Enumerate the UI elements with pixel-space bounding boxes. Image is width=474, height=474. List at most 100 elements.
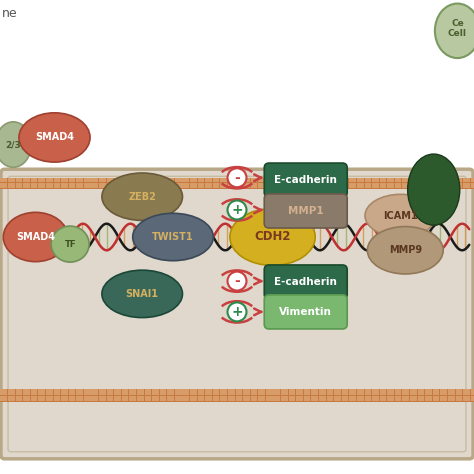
FancyBboxPatch shape <box>243 389 250 395</box>
FancyBboxPatch shape <box>122 389 128 395</box>
FancyBboxPatch shape <box>122 183 128 188</box>
FancyBboxPatch shape <box>289 396 295 401</box>
FancyBboxPatch shape <box>152 178 159 182</box>
FancyBboxPatch shape <box>182 178 189 182</box>
FancyBboxPatch shape <box>281 396 288 401</box>
FancyBboxPatch shape <box>402 183 409 188</box>
FancyBboxPatch shape <box>0 183 7 188</box>
FancyBboxPatch shape <box>16 396 22 401</box>
FancyBboxPatch shape <box>122 178 128 182</box>
Text: -: - <box>234 274 240 288</box>
FancyBboxPatch shape <box>349 396 356 401</box>
Text: +: + <box>231 305 243 319</box>
FancyBboxPatch shape <box>410 396 417 401</box>
FancyBboxPatch shape <box>23 183 30 188</box>
FancyBboxPatch shape <box>84 389 91 395</box>
FancyBboxPatch shape <box>380 389 386 395</box>
FancyBboxPatch shape <box>365 178 371 182</box>
FancyBboxPatch shape <box>463 396 470 401</box>
FancyBboxPatch shape <box>114 178 121 182</box>
FancyBboxPatch shape <box>167 396 174 401</box>
FancyBboxPatch shape <box>456 396 462 401</box>
FancyBboxPatch shape <box>198 183 204 188</box>
FancyBboxPatch shape <box>46 178 53 182</box>
FancyBboxPatch shape <box>410 183 417 188</box>
FancyBboxPatch shape <box>160 178 166 182</box>
FancyBboxPatch shape <box>258 178 265 182</box>
FancyBboxPatch shape <box>281 178 288 182</box>
FancyBboxPatch shape <box>357 178 364 182</box>
FancyBboxPatch shape <box>69 178 75 182</box>
FancyBboxPatch shape <box>349 389 356 395</box>
FancyBboxPatch shape <box>471 396 474 401</box>
FancyBboxPatch shape <box>1 169 473 459</box>
Ellipse shape <box>408 154 460 225</box>
FancyBboxPatch shape <box>264 265 347 299</box>
FancyBboxPatch shape <box>395 396 401 401</box>
FancyBboxPatch shape <box>425 389 432 395</box>
Text: 2/3: 2/3 <box>5 140 21 149</box>
FancyBboxPatch shape <box>273 396 280 401</box>
FancyBboxPatch shape <box>76 183 83 188</box>
FancyBboxPatch shape <box>236 183 242 188</box>
FancyBboxPatch shape <box>145 396 151 401</box>
FancyBboxPatch shape <box>264 194 347 228</box>
FancyBboxPatch shape <box>251 178 257 182</box>
FancyBboxPatch shape <box>31 178 37 182</box>
FancyBboxPatch shape <box>380 178 386 182</box>
FancyBboxPatch shape <box>190 389 197 395</box>
FancyBboxPatch shape <box>107 183 113 188</box>
FancyBboxPatch shape <box>304 183 310 188</box>
FancyBboxPatch shape <box>251 183 257 188</box>
FancyBboxPatch shape <box>327 183 333 188</box>
FancyBboxPatch shape <box>311 389 318 395</box>
Text: SNAI1: SNAI1 <box>126 289 159 299</box>
FancyBboxPatch shape <box>114 396 121 401</box>
FancyBboxPatch shape <box>304 389 310 395</box>
FancyBboxPatch shape <box>387 183 394 188</box>
FancyBboxPatch shape <box>311 396 318 401</box>
FancyBboxPatch shape <box>213 396 219 401</box>
FancyBboxPatch shape <box>76 396 83 401</box>
FancyBboxPatch shape <box>281 183 288 188</box>
FancyBboxPatch shape <box>122 396 128 401</box>
FancyBboxPatch shape <box>114 183 121 188</box>
FancyBboxPatch shape <box>264 295 347 329</box>
FancyBboxPatch shape <box>281 389 288 395</box>
Ellipse shape <box>0 122 31 167</box>
FancyBboxPatch shape <box>129 178 136 182</box>
FancyBboxPatch shape <box>46 389 53 395</box>
Text: MMP1: MMP1 <box>288 206 324 216</box>
FancyBboxPatch shape <box>38 178 45 182</box>
FancyBboxPatch shape <box>418 183 424 188</box>
FancyBboxPatch shape <box>107 389 113 395</box>
FancyBboxPatch shape <box>213 183 219 188</box>
FancyBboxPatch shape <box>266 178 273 182</box>
FancyBboxPatch shape <box>342 178 348 182</box>
FancyBboxPatch shape <box>334 178 341 182</box>
FancyBboxPatch shape <box>175 178 182 182</box>
FancyBboxPatch shape <box>69 396 75 401</box>
FancyBboxPatch shape <box>38 389 45 395</box>
FancyBboxPatch shape <box>440 396 447 401</box>
FancyBboxPatch shape <box>16 178 22 182</box>
FancyBboxPatch shape <box>152 389 159 395</box>
FancyBboxPatch shape <box>137 396 144 401</box>
FancyBboxPatch shape <box>137 183 144 188</box>
FancyBboxPatch shape <box>357 183 364 188</box>
FancyBboxPatch shape <box>463 178 470 182</box>
FancyBboxPatch shape <box>205 396 212 401</box>
FancyBboxPatch shape <box>160 389 166 395</box>
FancyBboxPatch shape <box>31 396 37 401</box>
FancyBboxPatch shape <box>456 178 462 182</box>
FancyBboxPatch shape <box>319 389 326 395</box>
FancyBboxPatch shape <box>410 178 417 182</box>
FancyBboxPatch shape <box>182 389 189 395</box>
FancyBboxPatch shape <box>402 396 409 401</box>
FancyBboxPatch shape <box>395 183 401 188</box>
FancyBboxPatch shape <box>387 396 394 401</box>
FancyBboxPatch shape <box>167 178 174 182</box>
FancyBboxPatch shape <box>342 183 348 188</box>
FancyBboxPatch shape <box>46 396 53 401</box>
FancyBboxPatch shape <box>145 389 151 395</box>
